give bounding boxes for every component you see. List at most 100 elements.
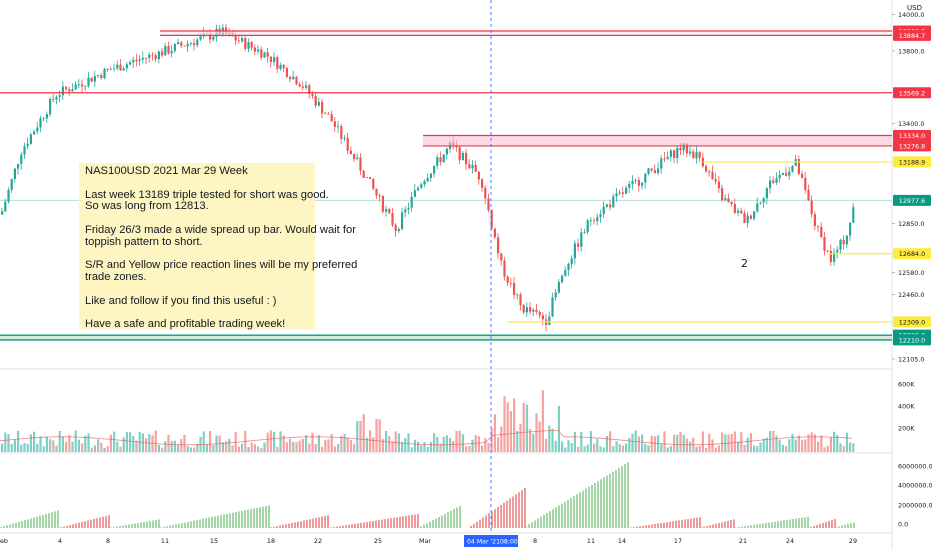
volume-bar	[580, 432, 582, 452]
candle-body	[59, 95, 61, 97]
indicator-bar	[853, 522, 855, 528]
indicator-bar	[528, 524, 530, 528]
indicator-bar	[256, 508, 258, 528]
candle-body	[289, 77, 291, 79]
indicator-bar	[525, 526, 527, 528]
candle-body	[756, 204, 758, 212]
indicator-bar	[444, 514, 446, 528]
volume-bar	[372, 437, 374, 452]
currency-label: USD	[907, 4, 922, 12]
candle-body	[811, 201, 813, 215]
volume-bar	[369, 430, 371, 452]
candle-body	[151, 55, 153, 56]
volume-bar	[228, 439, 230, 452]
candle-body	[327, 114, 329, 115]
indicator-bar	[762, 524, 764, 528]
indicator-tick-label: 0.0	[898, 521, 908, 529]
indicator-bar	[33, 518, 35, 529]
volume-bar	[180, 439, 182, 452]
indicator-bar	[816, 525, 818, 528]
volume-bar	[487, 443, 489, 452]
indicator-bar	[546, 513, 548, 528]
volume-bar	[315, 444, 317, 452]
volume-bar	[695, 447, 697, 452]
candle-body	[363, 171, 365, 178]
volume-bar	[532, 434, 534, 452]
volume-bar	[100, 443, 102, 452]
volume-bar	[670, 446, 672, 452]
indicator-bar	[199, 519, 201, 528]
indicator-bar	[193, 521, 195, 528]
candle-body	[484, 188, 486, 199]
time-tick-label: 22	[314, 537, 322, 545]
candle-body	[33, 131, 35, 134]
volume-bar	[628, 438, 630, 452]
candle-body	[395, 225, 397, 231]
volume-bar	[705, 448, 707, 452]
volume-bar	[46, 437, 48, 452]
candle-body	[49, 99, 51, 114]
indicator-bar	[327, 515, 329, 528]
candle-body	[663, 158, 665, 159]
volume-bar	[433, 433, 435, 452]
candle-body	[279, 65, 281, 69]
indicator-bar	[786, 520, 788, 528]
volume-bar	[747, 438, 749, 452]
candle-body	[459, 147, 461, 160]
volume-bar	[49, 439, 51, 452]
candle-body	[267, 52, 269, 56]
volume-bar	[564, 448, 566, 452]
volume-bar	[427, 447, 429, 452]
candle-body	[558, 282, 560, 292]
volume-bar	[299, 441, 301, 452]
volume-bar	[270, 430, 272, 452]
candle-body	[779, 175, 781, 178]
indicator-bar	[450, 511, 452, 528]
indicator-bar	[69, 525, 71, 528]
candle-body	[503, 261, 505, 277]
candle-body	[129, 62, 131, 64]
candle-body	[398, 229, 400, 231]
candle-body	[526, 307, 528, 312]
candle-body	[183, 46, 185, 47]
candle-body	[388, 209, 390, 213]
candle-body	[695, 152, 697, 158]
indicator-bar	[768, 523, 770, 528]
candle-body	[78, 84, 80, 85]
indicator-bar	[134, 523, 136, 528]
volume-bar	[638, 436, 640, 452]
volume-bar	[468, 446, 470, 452]
indicator-bar	[765, 523, 767, 528]
candle-body	[372, 179, 374, 189]
candle-body	[110, 69, 112, 70]
indicator-bar	[54, 511, 56, 528]
candle-body	[119, 65, 121, 71]
candle-body	[158, 51, 160, 59]
indicator-bar	[288, 524, 290, 528]
candle-body	[734, 204, 736, 213]
volume-bar	[830, 437, 832, 452]
indicator-bar	[543, 515, 545, 528]
volume-bar	[247, 447, 249, 452]
indicator-bar	[137, 523, 139, 528]
indicator-bar	[423, 525, 425, 528]
price-tick-label: 13800.0	[898, 47, 924, 55]
indicator-bar	[143, 522, 145, 528]
indicator-bar	[639, 526, 641, 528]
candle-body	[510, 283, 512, 284]
support-zone	[0, 335, 892, 340]
candle-body	[676, 148, 678, 158]
indicator-bar	[549, 511, 551, 528]
volume-bar	[574, 432, 576, 452]
candle-body	[651, 168, 653, 170]
volume-bar	[548, 426, 550, 452]
candle-body	[251, 42, 253, 47]
indicator-bar	[494, 509, 496, 528]
volume-bar	[391, 441, 393, 452]
volume-bar	[798, 436, 800, 452]
indicator-bar	[582, 490, 584, 528]
candle-body	[638, 180, 640, 186]
candle-body	[692, 152, 694, 159]
